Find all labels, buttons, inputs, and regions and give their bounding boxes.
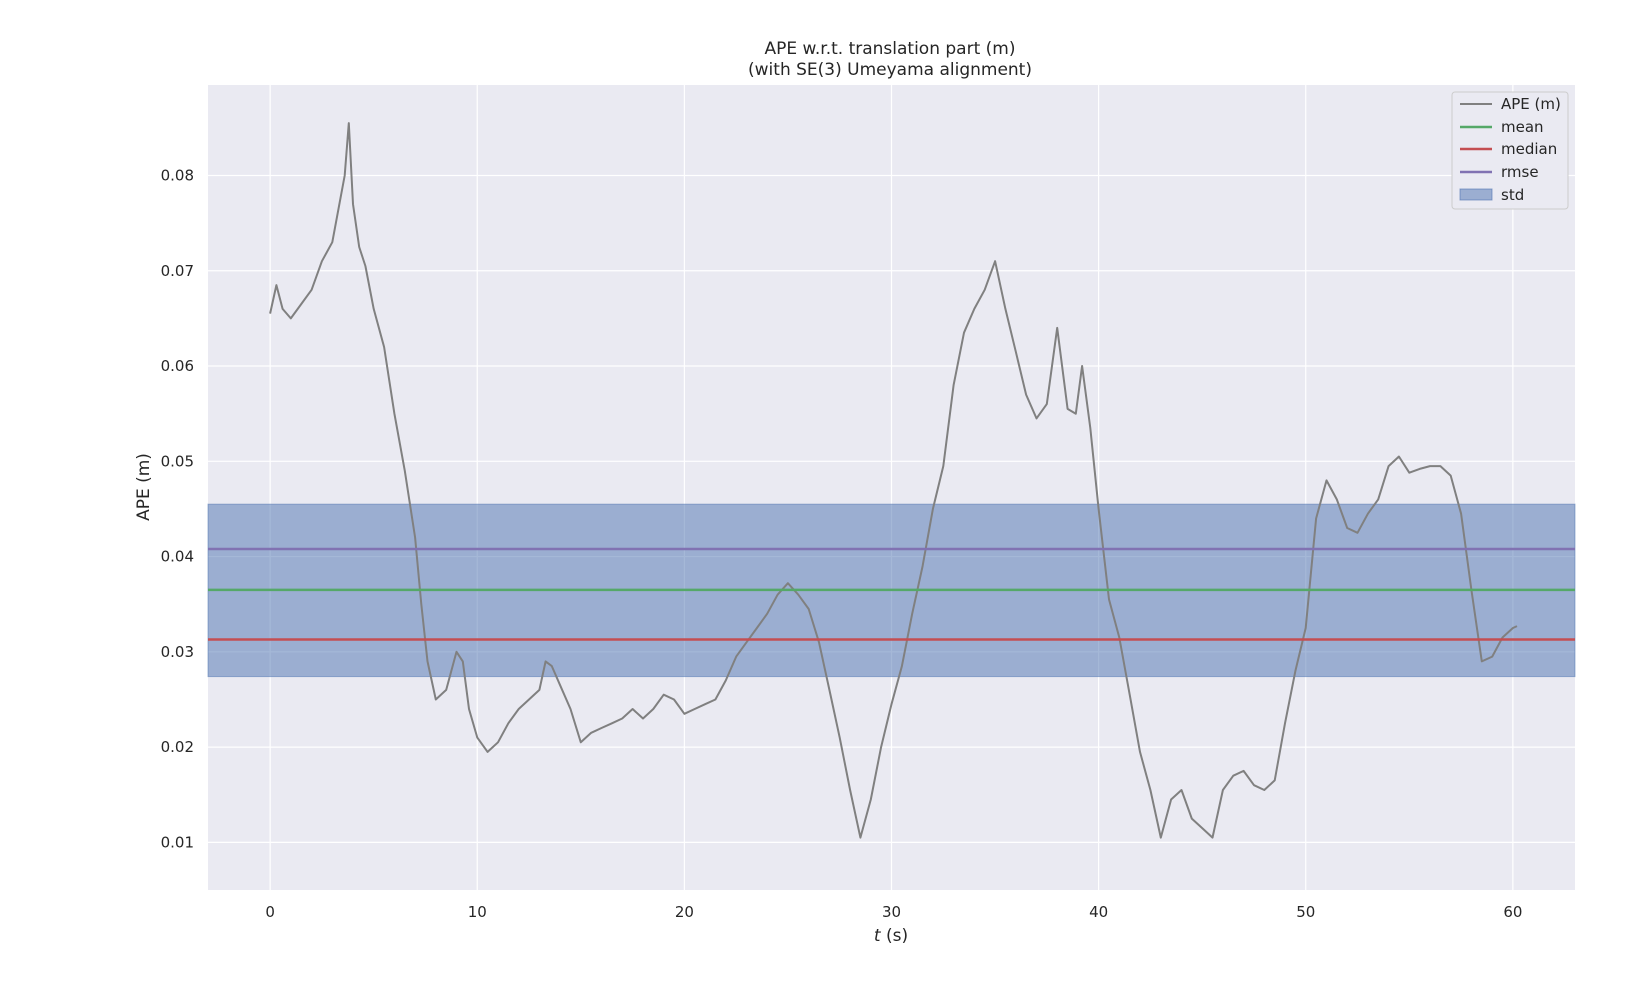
x-axis-label: t (s): [874, 926, 908, 946]
legend-label-mean: mean: [1501, 118, 1544, 136]
x-axis-label-unit: (s): [881, 926, 909, 946]
x-tick-labels: 0 10 20 30 40 50 60: [265, 903, 1522, 921]
y-axis-label: APE (m): [134, 453, 154, 521]
legend-label-ape: APE (m): [1501, 95, 1561, 113]
series-line-ape: [269, 122, 1518, 839]
legend-label-median: median: [1501, 140, 1557, 158]
x-tick-label-6: 60: [1503, 903, 1522, 921]
y-tick-label-3: 0.04: [161, 548, 194, 566]
legend: APE (m) mean median rmse std: [1451, 91, 1569, 210]
x-tick-label-4: 40: [1089, 903, 1108, 921]
x-tick-label-3: 30: [882, 903, 901, 921]
x-axis-label-italic: t: [874, 926, 882, 946]
chart-title: APE w.r.t. translation part (m): [765, 39, 1016, 59]
legend-label-std: std: [1501, 186, 1524, 204]
x-tick-label-0: 0: [265, 903, 275, 921]
y-tick-label-6: 0.07: [161, 262, 194, 280]
x-tick-label-2: 20: [675, 903, 694, 921]
stat-lines-layer: [208, 547, 1575, 641]
y-tick-labels: 0.01 0.02 0.03 0.04 0.05 0.06 0.07 0.08: [161, 167, 194, 852]
y-tick-label-2: 0.03: [161, 643, 194, 661]
x-tick-label-1: 10: [468, 903, 487, 921]
y-tick-label-4: 0.05: [161, 452, 194, 470]
legend-handle-std: [1459, 188, 1493, 201]
legend-box: [1451, 91, 1569, 210]
y-tick-label-0: 0.01: [161, 833, 194, 851]
series-layer: [269, 122, 1518, 839]
legend-label-rmse: rmse: [1501, 163, 1539, 181]
x-tick-label-5: 50: [1296, 903, 1315, 921]
y-tick-label-7: 0.08: [161, 167, 194, 185]
chart-subtitle: (with SE(3) Umeyama alignment): [748, 60, 1032, 80]
y-tick-label-1: 0.02: [161, 738, 194, 756]
y-tick-label-5: 0.06: [161, 357, 194, 375]
